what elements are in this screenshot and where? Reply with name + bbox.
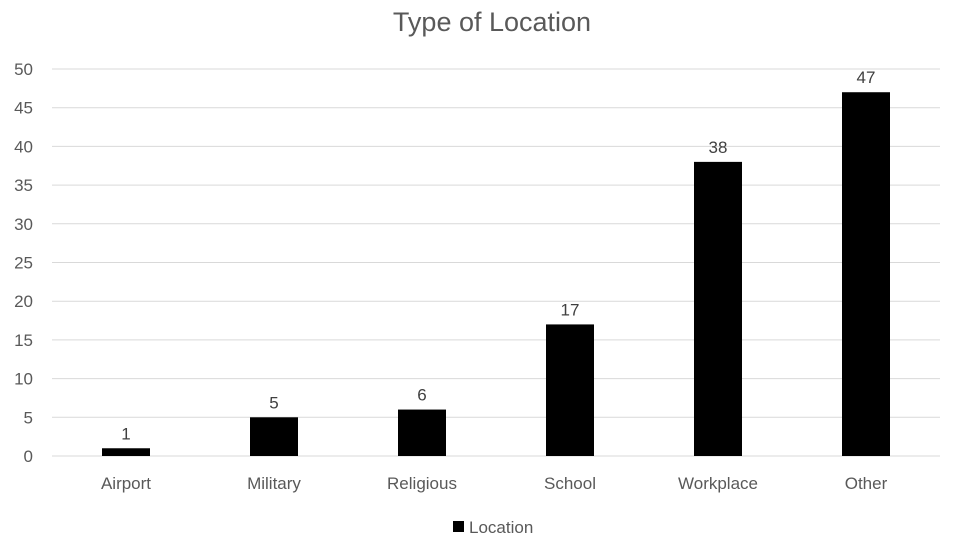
data-label: 6 [417, 386, 426, 405]
data-label: 38 [709, 138, 728, 157]
bars [102, 92, 890, 456]
bar-religious [398, 409, 446, 456]
y-tick-label: 30 [14, 215, 33, 234]
y-axis-tick-labels: 0 5 10 15 20 25 30 35 40 45 50 [14, 60, 33, 466]
y-tick-label: 25 [14, 254, 33, 273]
data-label: 17 [561, 300, 580, 319]
legend-label: Location [469, 518, 533, 537]
bar-other [842, 92, 890, 456]
bar-school [546, 324, 594, 456]
gridlines [52, 68, 940, 457]
y-tick-label: 10 [14, 370, 33, 389]
x-tick-label: Airport [101, 474, 151, 493]
bar-airport [102, 448, 150, 456]
x-axis-tick-labels: Airport Military Religious School Workplace O… [101, 474, 888, 493]
legend: Location [453, 518, 533, 537]
chart-title: Type of Location [393, 7, 591, 37]
x-tick-label: Military [247, 474, 301, 493]
y-tick-label: 15 [14, 331, 33, 350]
legend-swatch [453, 521, 464, 532]
data-label: 47 [857, 68, 876, 87]
x-tick-label: Workplace [678, 474, 758, 493]
bar-military [250, 417, 298, 456]
y-tick-label: 0 [24, 447, 33, 466]
bar-workplace [694, 161, 742, 456]
y-tick-label: 20 [14, 292, 33, 311]
y-tick-label: 35 [14, 176, 33, 195]
y-tick-label: 5 [24, 408, 33, 427]
x-tick-label: Other [845, 474, 888, 493]
x-tick-label: Religious [387, 474, 457, 493]
y-tick-label: 50 [14, 60, 33, 79]
data-label: 5 [269, 393, 278, 412]
x-tick-label: School [544, 474, 596, 493]
data-labels: 1 5 6 17 38 47 [121, 68, 875, 443]
data-label: 1 [121, 424, 130, 443]
y-tick-label: 40 [14, 137, 33, 156]
y-tick-label: 45 [14, 99, 33, 118]
